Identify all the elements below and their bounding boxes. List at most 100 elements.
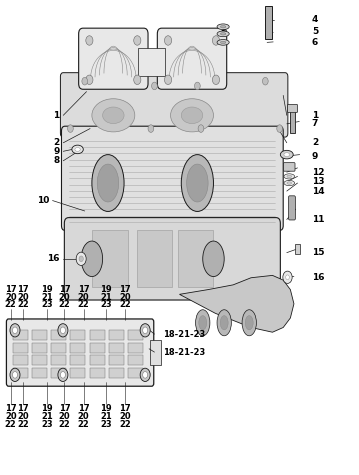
Text: 17: 17 [119, 404, 131, 413]
Bar [51, 343, 66, 352]
Text: 1: 1 [53, 111, 60, 120]
FancyBboxPatch shape [284, 162, 295, 171]
Bar [70, 343, 85, 352]
Ellipse shape [280, 151, 293, 159]
Circle shape [198, 125, 204, 133]
Circle shape [58, 323, 68, 337]
Bar [109, 343, 124, 352]
Text: 15: 15 [312, 248, 324, 257]
Text: 3: 3 [220, 27, 226, 36]
Bar [90, 368, 105, 378]
Text: 17: 17 [59, 285, 70, 294]
Text: 17: 17 [78, 404, 89, 413]
Text: 19: 19 [101, 404, 112, 413]
Circle shape [195, 82, 200, 90]
Ellipse shape [220, 316, 228, 330]
Text: 7: 7 [312, 119, 318, 128]
Text: 10: 10 [37, 196, 49, 205]
Text: 22: 22 [5, 419, 17, 428]
Circle shape [164, 75, 172, 85]
Text: 2: 2 [312, 138, 318, 147]
Circle shape [283, 271, 292, 284]
Bar [128, 343, 143, 352]
Bar [70, 368, 85, 378]
Ellipse shape [284, 174, 295, 179]
Ellipse shape [103, 107, 124, 124]
Text: 21: 21 [41, 412, 53, 421]
Ellipse shape [220, 26, 226, 28]
Ellipse shape [199, 316, 207, 330]
Text: 17: 17 [59, 404, 70, 413]
Circle shape [286, 275, 289, 280]
Text: 19: 19 [101, 285, 112, 294]
Bar [13, 330, 28, 340]
Text: 20: 20 [5, 293, 17, 302]
Circle shape [60, 371, 65, 378]
Text: 4: 4 [312, 15, 318, 24]
Text: 22: 22 [59, 419, 70, 428]
Text: 22: 22 [119, 300, 131, 309]
Ellipse shape [242, 310, 256, 336]
Circle shape [86, 75, 93, 85]
Text: 23: 23 [41, 419, 53, 428]
Text: 20: 20 [78, 293, 89, 302]
Text: 22: 22 [17, 419, 29, 428]
Text: 20: 20 [119, 293, 131, 302]
Bar [290, 109, 295, 133]
Circle shape [213, 36, 220, 45]
Text: 18-21-23: 18-21-23 [163, 330, 206, 339]
Text: 12: 12 [312, 168, 324, 177]
Bar [32, 368, 47, 378]
Ellipse shape [171, 99, 214, 132]
Ellipse shape [284, 180, 295, 186]
Circle shape [143, 327, 148, 333]
Ellipse shape [217, 24, 229, 29]
Text: 19: 19 [41, 285, 53, 294]
Bar [128, 355, 143, 365]
Bar [265, 6, 272, 38]
Bar [150, 340, 160, 365]
Circle shape [140, 368, 150, 381]
Text: 6: 6 [312, 38, 318, 47]
Text: 23: 23 [101, 300, 112, 309]
Text: 23: 23 [101, 419, 112, 428]
Bar [90, 355, 105, 365]
Ellipse shape [92, 155, 124, 211]
Bar [32, 330, 47, 340]
Bar [109, 355, 124, 365]
Text: 22: 22 [78, 300, 89, 309]
Bar [109, 330, 124, 340]
Circle shape [82, 77, 88, 85]
Circle shape [10, 368, 20, 381]
Circle shape [60, 327, 65, 333]
Ellipse shape [284, 153, 290, 157]
Ellipse shape [203, 241, 224, 276]
Circle shape [76, 252, 86, 266]
Bar [128, 368, 143, 378]
Text: 20: 20 [59, 412, 70, 421]
Text: 11: 11 [312, 215, 324, 224]
FancyBboxPatch shape [289, 196, 295, 220]
Text: 22: 22 [17, 300, 29, 309]
Text: 22: 22 [78, 419, 89, 428]
Bar [90, 330, 105, 340]
Bar [51, 368, 66, 378]
Text: 21: 21 [41, 293, 53, 302]
Bar [13, 355, 28, 365]
Text: 2: 2 [53, 138, 60, 147]
Ellipse shape [287, 175, 292, 178]
Text: 14: 14 [312, 187, 325, 196]
Circle shape [134, 36, 141, 45]
Ellipse shape [181, 155, 214, 211]
Ellipse shape [196, 310, 210, 336]
Text: 20: 20 [59, 293, 70, 302]
Bar [295, 244, 300, 254]
Bar [70, 355, 85, 365]
Text: 9: 9 [312, 152, 318, 161]
Text: 17: 17 [17, 285, 29, 294]
Ellipse shape [220, 33, 226, 35]
Text: 19: 19 [41, 404, 53, 413]
Ellipse shape [220, 41, 226, 44]
Circle shape [213, 75, 220, 85]
Ellipse shape [181, 107, 203, 124]
